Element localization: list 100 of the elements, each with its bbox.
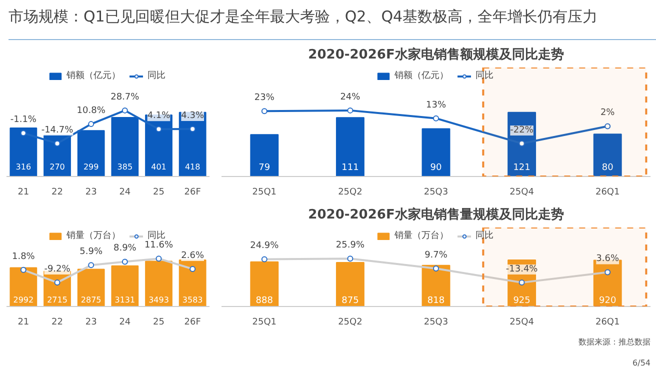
text: 市场规模：Q1已见回暖但大促才是全年最大考验，Q2、Q4基数极高，全年增长仍有压力 [8,8,598,26]
data-label: 818 [427,296,445,306]
data-label: 316 [16,162,32,172]
data-label: 925 [513,296,530,306]
bar [77,130,105,176]
legend-label: 同比 [476,230,494,242]
data-label: 13% [426,100,446,110]
data-label: 385 [117,162,133,172]
data-label: 888 [256,296,274,306]
x-tick-label: 21 [18,318,30,328]
bar [250,134,279,176]
x-tick-label: 25Q3 [424,318,448,328]
legend-label: 同比 [148,70,166,82]
source-note: 数据来源：推总数据 [578,338,650,346]
x-tick-label: 26Q1 [595,318,620,328]
data-label: 920 [599,296,616,306]
bar [111,265,139,306]
data-label: -13.4% [506,264,538,275]
x-tick-label: 23 [85,188,97,198]
point [20,266,26,273]
point [156,256,162,262]
data-label: 90 [430,163,442,174]
data-label: 8.9% [113,244,137,254]
point [433,115,439,122]
point [190,266,196,272]
point [604,269,611,276]
x-tick-label: 26F [184,318,201,328]
legend-label: 同比 [148,230,166,241]
data-label: 1.8% [12,252,36,262]
point [261,256,268,262]
point [122,107,128,114]
data-label: 3.6% [596,254,620,264]
x-tick-label: 25Q1 [252,318,277,328]
point [88,262,94,268]
x-tick-label: 25Q3 [424,188,448,198]
bar [111,116,139,176]
x-tick-label: 22 [52,318,63,328]
data-label: 2% [600,108,616,118]
x-tick-label: 25Q2 [338,188,362,198]
data-label: 121 [513,163,530,174]
data-label: -22% [510,125,534,136]
data-label: 3131 [114,295,136,304]
legend-label: 销额（亿元） [66,70,120,82]
data-label: 28.7% [110,92,140,102]
point [518,280,525,286]
data-label: 4.1% [147,111,171,122]
data-label: -1.1% [10,115,37,126]
bar [77,268,105,306]
data-label: 23% [254,93,275,104]
data-label: 10.8% [76,106,106,116]
x-tick-label: 24 [119,188,131,198]
x-tick-label: 25Q4 [510,188,534,198]
bar [336,117,364,176]
data-label: 24.9% [250,241,280,252]
bar [422,128,450,176]
data-label: 3583 [182,295,203,304]
legend-label: 同比 [476,70,494,82]
data-label: 299 [83,162,99,172]
data-label: 401 [151,162,166,172]
data-label: 5.9% [80,247,103,258]
point [54,140,60,146]
bar [145,260,172,306]
data-label: 9.7% [424,250,448,260]
point [156,126,162,132]
data-label: 2.6% [181,250,204,261]
data-label: 875 [342,296,359,306]
bar [10,128,38,176]
data-label: 24% [340,92,361,102]
data-label: 11.6% [144,240,174,251]
chart-title: 2020-2026F水家电销售额规模及同比走势 [308,46,564,62]
x-tick-label: 25 [153,188,164,198]
data-label: 79 [258,163,270,174]
x-tick-label: 26F [184,188,201,198]
bar [178,260,206,306]
point [347,256,354,262]
x-tick-label: 25Q4 [510,318,534,328]
data-label: -9.2% [44,264,71,275]
point [54,280,60,286]
x-tick-label: 23 [85,318,97,328]
chart-title: 2020-2026F水家电销售量规模及同比走势 [308,206,564,222]
data-label: 2875 [80,295,102,304]
text: 6/54 [632,358,651,368]
legend-label: 销量（万台） [394,230,448,242]
bar [593,134,622,176]
x-tick-label: 25Q2 [338,318,362,328]
point [20,130,26,136]
x-tick-label: 21 [18,188,30,198]
data-label: 418 [184,162,200,172]
x-tick-label: 25Q1 [252,188,277,198]
x-tick-label: 26Q1 [595,188,620,198]
x-tick-label: 25 [153,318,164,328]
data-label: 270 [50,162,65,172]
data-label: 111 [342,163,359,174]
data-label: 25.9% [336,240,365,251]
point [190,126,196,132]
point [518,140,525,146]
data-label: 2992 [13,295,34,304]
point [122,258,128,265]
data-label: 80 [602,163,614,174]
point [88,121,94,128]
